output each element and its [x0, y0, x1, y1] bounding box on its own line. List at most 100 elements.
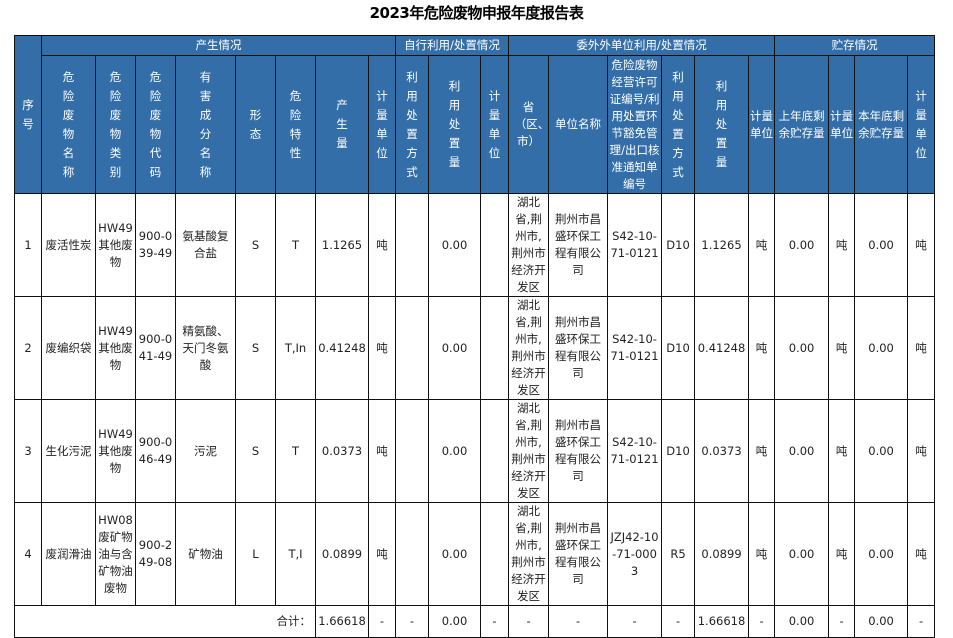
total-label: 合计： — [14, 605, 316, 638]
column-header: 危险废物类别 — [95, 55, 136, 194]
table-cell: 废润滑油 — [41, 502, 96, 606]
table-cell — [479, 296, 510, 400]
column-header: 省（区、市） — [508, 55, 550, 194]
table-cell — [395, 399, 429, 503]
table-cell: 0.00 — [428, 502, 481, 606]
table-cell: 吨 — [828, 193, 856, 297]
table-cell: 吨 — [368, 399, 396, 503]
table-cell — [395, 193, 429, 297]
table-cell — [479, 193, 510, 297]
table-cell: 4 — [14, 502, 42, 606]
total-cell: 0.00 — [854, 605, 909, 638]
column-header-label: 本年底剩余贮存量 — [858, 108, 905, 140]
table-cell: 0.41248 — [694, 296, 750, 400]
table-cell: 生化污泥 — [41, 399, 96, 503]
table-cell: 0.00 — [774, 502, 830, 606]
column-header-label: 危险特性 — [289, 88, 302, 160]
table-cell: S42-10-71-0121 — [607, 193, 663, 297]
table-cell: 湖北省,荆州市,荆州市经济开发区 — [508, 399, 550, 503]
table-cell — [395, 296, 429, 400]
table-cell: S — [235, 193, 276, 297]
column-header: 单位名称 — [548, 55, 609, 194]
table-cell: 吨 — [907, 399, 936, 503]
table-cell: 吨 — [828, 296, 856, 400]
table-cell: 吨 — [748, 502, 776, 606]
table-cell: 吨 — [907, 193, 936, 297]
column-header-label: 省（区、市） — [514, 100, 550, 148]
table-cell: 吨 — [828, 399, 856, 503]
column-header: 利用处置量 — [694, 55, 750, 194]
table-cell: 精氨酸、天门冬氨酸 — [175, 296, 236, 400]
total-cell: - — [508, 605, 550, 638]
table-cell: 氨基酸复合盐 — [175, 193, 236, 297]
table-cell: 吨 — [828, 502, 856, 606]
table-cell: R5 — [661, 502, 696, 606]
header-group-1: 产生情况 — [41, 35, 396, 56]
total-cell: - — [607, 605, 663, 638]
column-header: 计量单位 — [368, 55, 396, 194]
total-cell: 0.00 — [774, 605, 830, 638]
header-seq: 序号 — [14, 35, 42, 194]
table-cell: 0.00 — [854, 296, 909, 400]
table-cell: D10 — [661, 193, 696, 297]
table-cell: 0.00 — [854, 193, 909, 297]
column-header-label: 计量单位 — [376, 88, 388, 160]
table-cell: T — [275, 193, 316, 297]
table-cell: HW49其他废物 — [95, 399, 136, 503]
table-cell: 900-046-49 — [135, 399, 176, 503]
column-header: 利用处置方式 — [661, 55, 696, 194]
table-cell: 0.41248 — [315, 296, 369, 400]
table-cell: HW08废矿物油与含矿物油废物 — [95, 502, 136, 606]
total-cell: - — [661, 605, 696, 638]
column-header-label: 计量单位 — [488, 88, 501, 160]
table-cell: S42-10-71-0121 — [607, 399, 663, 503]
column-header: 危险废物名称 — [41, 55, 96, 194]
column-header-label: 形态 — [249, 107, 262, 141]
table-cell: 0.0373 — [315, 399, 369, 503]
table-cell: 荆州市昌盛环保工程有限公司 — [548, 399, 609, 503]
column-header: 危险特性 — [275, 55, 316, 194]
table-cell: S — [235, 399, 276, 503]
table-cell: 污泥 — [175, 399, 236, 503]
table-cell: 900-249-08 — [135, 502, 176, 606]
column-header: 利用处置方式 — [395, 55, 429, 194]
header-group-2: 自行利用/处置情况 — [394, 35, 510, 56]
total-cell: 1.66618 — [694, 605, 750, 638]
header-group-3: 委外外单位利用/处置情况 — [508, 35, 776, 56]
column-header-label: 利用处置方式 — [406, 69, 418, 179]
column-header-label: 利用处置量 — [715, 79, 728, 169]
table-cell: JZJ42-10-71-0003 — [607, 502, 663, 606]
table-cell: 废活性炭 — [41, 193, 96, 297]
column-header: 产生量 — [315, 55, 369, 194]
header-row: 危险废物名称 危险废物类别 危险废物代码 有害成分名称 形态 危险特性 产生量 计量单位 利用处… — [15, 55, 936, 194]
table-cell: 900-041-49 — [135, 296, 176, 400]
column-header: 计量单位 — [479, 55, 510, 194]
column-header: 上年底剩余贮存量 — [774, 55, 830, 194]
table-cell: 荆州市昌盛环保工程有限公司 — [548, 193, 609, 297]
column-header: 计量单位 — [748, 55, 776, 194]
table-cell: 0.00 — [428, 193, 481, 297]
table-cell: D10 — [661, 399, 696, 503]
table-cell: 荆州市昌盛环保工程有限公司 — [548, 296, 609, 400]
table-cell: 湖北省,荆州市,荆州市经济开发区 — [508, 296, 550, 400]
table-row: 2 废编织袋 HW49其他废物 900-041-49 精氨酸、天门冬氨酸 S T,In 0.4… — [14, 296, 936, 400]
table-cell: 3 — [14, 399, 42, 503]
table-cell: 0.00 — [854, 399, 909, 503]
table-cell: 1 — [14, 193, 42, 297]
table-cell: T,In — [275, 296, 316, 400]
table-cell: S42-10-71-0121 — [607, 296, 663, 400]
column-header-label: 危险废物名称 — [62, 69, 75, 179]
total-cell: - — [828, 605, 856, 638]
page-title: 2023年危险废物申报年度报告表 — [369, 4, 584, 22]
table-cell: 0.0899 — [315, 502, 369, 606]
table-cell: 0.00 — [774, 399, 830, 503]
total-cell: - — [907, 605, 936, 638]
table-cell: 0.00 — [428, 296, 481, 400]
table-cell: T — [275, 399, 316, 503]
table-cell: L — [235, 502, 276, 606]
column-header: 计量单位 — [907, 55, 936, 194]
table-cell — [395, 502, 429, 606]
table-cell: 0.00 — [774, 296, 830, 400]
total-cell: - — [548, 605, 609, 638]
table-cell: S — [235, 296, 276, 400]
